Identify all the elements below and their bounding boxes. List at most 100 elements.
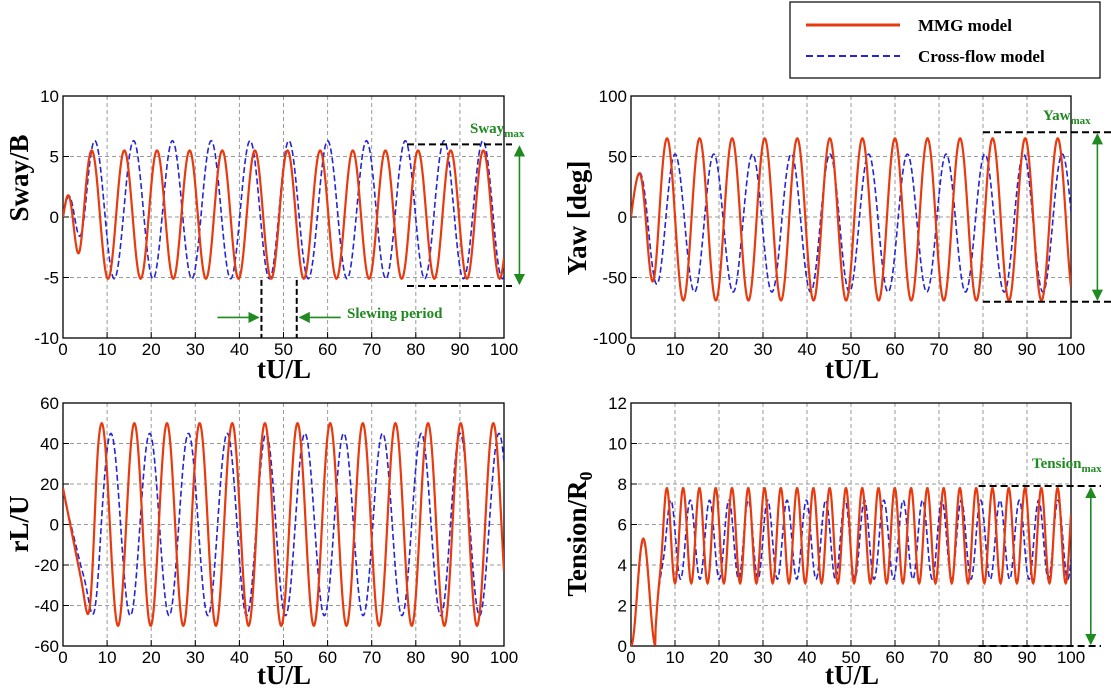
sway-xlabel: tU/L: [257, 354, 311, 384]
yaw-xtick-label: 80: [974, 340, 993, 359]
tension-ylabel: Tension/R0: [562, 471, 596, 596]
sway-ylabel: Sway/B: [4, 134, 34, 221]
rl-xtick-label: 60: [318, 648, 337, 667]
sway-ytick-label: 0: [50, 208, 59, 227]
tension-xtick-label: 80: [974, 648, 993, 667]
sway-xtick-label: 50: [274, 340, 293, 359]
yaw-xtick-label: 70: [930, 340, 949, 359]
rl-ytick-label: -20: [34, 556, 59, 575]
yaw-xtick-label: 10: [666, 340, 685, 359]
yaw-xtick-label: 60: [886, 340, 905, 359]
rl-xtick-label: 100: [490, 648, 518, 667]
tension-max-label-sub: max: [1081, 463, 1102, 475]
legend: MMG model Cross-flow model: [789, 1, 1101, 79]
yaw-ylabel: Yaw [deg]: [562, 161, 592, 276]
tension-xtick-label: 10: [666, 648, 685, 667]
tension-xtick-label: 60: [886, 648, 905, 667]
panel-rl: 0 10 20 30 40 50 60 70 80 90 100 -60 -40 -20 0 20 40 60: [34, 394, 518, 667]
rl-xlabel: tU/L: [257, 660, 311, 688]
yaw-xtick-label: 0: [626, 340, 635, 359]
panel-sway: 0 10 20 30 40 50 60 70 80 90 100 -10 -5 0 5 10: [34, 87, 526, 359]
yaw-ytick-label: 0: [618, 208, 627, 227]
rl-xtick-label: 0: [58, 648, 67, 667]
sway-ytick-label: -10: [34, 329, 59, 348]
tension-xtick-label: 90: [1018, 648, 1037, 667]
rl-ytick-label: 0: [50, 516, 59, 535]
tension-xtick-label: 100: [1057, 648, 1085, 667]
sway-xtick-label: 40: [230, 340, 249, 359]
panel-tension: 0 10 20 30 40 50 60 70 80 90 100 0 2 4 6 8 10 12: [608, 394, 1101, 667]
rl-xtick-label: 10: [98, 648, 117, 667]
rl-ylabel: rL/U: [4, 496, 34, 553]
sway-xtick-label: 20: [142, 340, 161, 359]
tension-ytick-label: 4: [618, 556, 627, 575]
yaw-ytick-label: 50: [608, 148, 627, 167]
sway-ytick-label: 10: [40, 87, 59, 106]
yaw-ytick-label: 100: [599, 87, 627, 106]
sway-xtick-label: 80: [406, 340, 425, 359]
rl-xtick-label: 30: [186, 648, 205, 667]
sway-xtick-label: 100: [490, 340, 518, 359]
rl-xtick-label: 70: [362, 648, 381, 667]
sway-ytick-label: 5: [50, 148, 59, 167]
sway-xtick-label: 90: [450, 340, 469, 359]
sway-xtick-label: 0: [58, 340, 67, 359]
yaw-xtick-label: 20: [710, 340, 729, 359]
rl-xtick-label: 80: [406, 648, 425, 667]
tension-ytick-label: 12: [608, 394, 627, 413]
rl-series-crossflow: [63, 432, 504, 617]
rl-ytick-label: 60: [40, 394, 59, 413]
tension-xtick-label: 20: [710, 648, 729, 667]
tension-ytick-label: 6: [618, 516, 627, 535]
yaw-ytick-label: -100: [593, 329, 627, 348]
sway-max-label-sub: max: [504, 128, 525, 140]
tension-xtick-label: 0: [626, 648, 635, 667]
tension-xtick-label: 40: [798, 648, 817, 667]
legend-box: [789, 1, 1101, 79]
tension-ytick-label: 2: [618, 597, 627, 616]
yaw-max-label-main: Yaw: [1043, 108, 1071, 124]
tension-ytick-label: 10: [608, 435, 627, 454]
sway-max-label: Swaymax: [470, 121, 525, 140]
sway-ytick-label: -5: [44, 269, 59, 288]
rl-xtick-label: 50: [274, 648, 293, 667]
yaw-xtick-label: 40: [798, 340, 817, 359]
sway-xtick-label: 70: [362, 340, 381, 359]
sway-xtick-label: 10: [98, 340, 117, 359]
sway-series-mmg: [63, 149, 504, 280]
yaw-max-label-sub: max: [1071, 115, 1092, 127]
yaw-max-label: Yawmax: [1043, 108, 1091, 127]
tension-xtick-label: 70: [930, 648, 949, 667]
panel-yaw: 0 10 20 30 40 50 60 70 80 90 100 -100 -50 0 50 100: [593, 87, 1111, 359]
yaw-xlabel: tU/L: [825, 354, 879, 384]
rl-series-mmg: [63, 421, 504, 628]
rl-ytick-label: 40: [40, 435, 59, 454]
tension-ylabel-sub: 0: [576, 471, 596, 480]
yaw-xtick-label: 50: [842, 340, 861, 359]
tension-xtick-label: 30: [754, 648, 773, 667]
tension-xtick-label: 50: [842, 648, 861, 667]
tension-series-mmg: [631, 487, 1071, 646]
tension-max-label-main: Tension: [1032, 456, 1082, 472]
legend-label-crossflow: Cross-flow model: [918, 47, 1045, 66]
yaw-xtick-label: 90: [1018, 340, 1037, 359]
tension-max-label: Tensionmax: [1032, 456, 1102, 475]
yaw-series-mmg: [631, 137, 1071, 302]
tension-ytick-label: 0: [618, 637, 627, 656]
legend-label-mmg: MMG model: [918, 16, 1012, 35]
yaw-series-crossflow: [631, 153, 1071, 293]
slewing-period-label: Slewing period: [347, 306, 443, 322]
rl-ytick-label: -60: [34, 637, 59, 656]
yaw-xtick-label: 100: [1057, 340, 1085, 359]
rl-ytick-label: -40: [34, 597, 59, 616]
rl-ytick-label: 20: [40, 475, 59, 494]
sway-max-label-main: Sway: [470, 121, 505, 137]
yaw-xtick-label: 30: [754, 340, 773, 359]
tension-xlabel: tU/L: [825, 660, 879, 688]
sway-xtick-label: 60: [318, 340, 337, 359]
sway-xtick-label: 30: [186, 340, 205, 359]
rl-xtick-label: 90: [450, 648, 469, 667]
tension-ylabel-main: Tension/R: [562, 480, 592, 597]
tension-ytick-label: 8: [618, 475, 627, 494]
